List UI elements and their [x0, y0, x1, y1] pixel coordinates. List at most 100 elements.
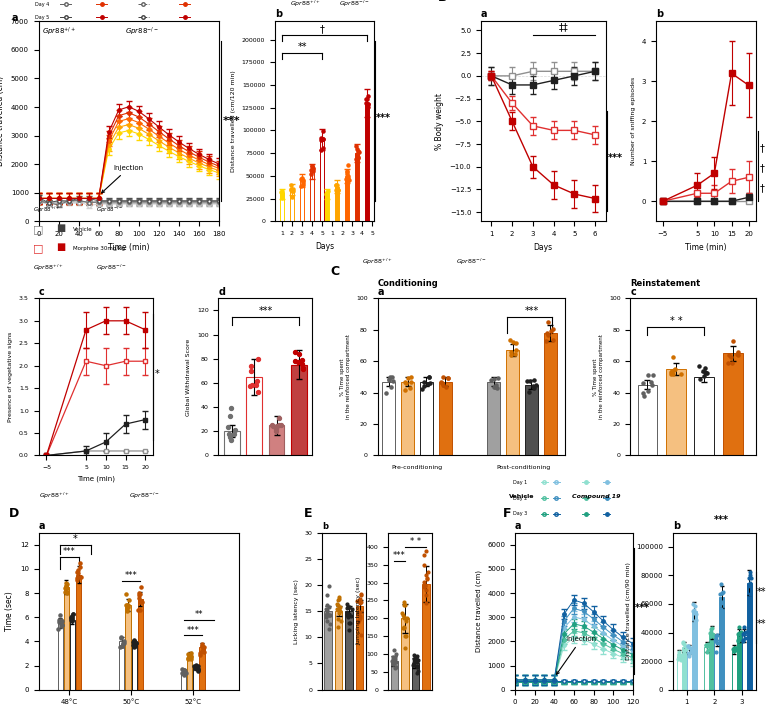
Point [702, 638, 715, 650]
Point [411, 661, 423, 672]
Point [60, 580, 72, 592]
Point [342, 624, 355, 636]
Point [355, 630, 368, 641]
Point [122, 601, 134, 612]
Point [118, 636, 130, 647]
Point [322, 609, 335, 620]
Point [412, 655, 424, 666]
Point [418, 581, 430, 592]
Point [682, 641, 695, 652]
Point [121, 605, 133, 616]
Point [251, 375, 263, 387]
Point [385, 381, 397, 392]
Point [382, 373, 395, 385]
Text: ***: *** [635, 603, 650, 613]
Text: $Gpr88^{+/+}$: $Gpr88^{+/+}$ [42, 26, 76, 38]
Point [737, 621, 749, 633]
Point [745, 572, 757, 583]
Point [182, 653, 194, 665]
Point [647, 369, 659, 380]
Point [353, 606, 365, 618]
Point [408, 656, 420, 668]
Point [321, 187, 333, 198]
Point [645, 376, 657, 387]
Point [197, 644, 209, 656]
Bar [345, 611, 353, 690]
Point [66, 612, 78, 624]
Point [362, 99, 374, 110]
Point [638, 390, 650, 401]
Point [52, 616, 65, 627]
Text: Day 5: Day 5 [35, 15, 49, 20]
Text: ***: *** [63, 547, 76, 556]
Bar [714, 640, 719, 690]
Point [715, 608, 728, 619]
Point [315, 134, 327, 146]
Point [295, 180, 308, 191]
Text: Injection: Injection [102, 165, 144, 193]
Point [56, 620, 68, 631]
Text: D: D [8, 507, 19, 520]
Point [388, 644, 400, 656]
Point [711, 637, 723, 648]
Point [379, 387, 392, 398]
Point [250, 380, 262, 391]
Point [185, 651, 197, 663]
Point [177, 668, 189, 679]
Point [286, 185, 298, 196]
Point [699, 362, 712, 373]
Point [66, 615, 78, 626]
Point [530, 379, 542, 390]
Point [726, 358, 738, 369]
Point [408, 649, 420, 661]
Point [342, 611, 354, 622]
Point [717, 587, 729, 598]
Bar [187, 656, 193, 690]
Point [197, 647, 210, 658]
Point [245, 380, 258, 391]
Point [389, 662, 401, 673]
Point [436, 378, 448, 389]
Point [411, 661, 423, 673]
Bar [126, 605, 130, 690]
Text: F: F [503, 507, 512, 520]
Point [317, 133, 329, 144]
Point [732, 629, 744, 640]
Text: †: † [759, 144, 764, 154]
Point [743, 566, 756, 577]
Point [322, 188, 334, 199]
Text: c: c [39, 287, 44, 297]
Bar [666, 369, 686, 456]
Point [743, 570, 756, 581]
Point [355, 589, 367, 600]
Point [333, 592, 345, 603]
Point [696, 365, 709, 376]
Point [67, 609, 79, 620]
Y-axis label: Global Withdrawal Score: Global Withdrawal Score [187, 338, 191, 415]
Point [387, 651, 399, 663]
Point [322, 580, 335, 592]
X-axis label: Time (min): Time (min) [77, 476, 115, 482]
Point [389, 656, 401, 668]
Point [321, 188, 333, 200]
Point [72, 567, 84, 579]
Text: C: C [331, 264, 340, 278]
Y-axis label: Distance travelled (cm): Distance travelled (cm) [0, 76, 5, 166]
Point [116, 641, 128, 652]
Point [442, 373, 454, 384]
Point [540, 327, 553, 338]
Point [354, 611, 366, 622]
Point [332, 593, 345, 604]
Point [700, 368, 712, 379]
Point [698, 371, 710, 383]
Point [437, 380, 449, 391]
Point [705, 629, 717, 640]
Point [729, 644, 741, 656]
Point [191, 665, 204, 676]
Point [287, 183, 299, 194]
Point [683, 641, 695, 653]
Bar [280, 194, 284, 221]
Point [267, 420, 279, 432]
Point [196, 646, 208, 657]
Text: * *: * * [670, 316, 682, 326]
